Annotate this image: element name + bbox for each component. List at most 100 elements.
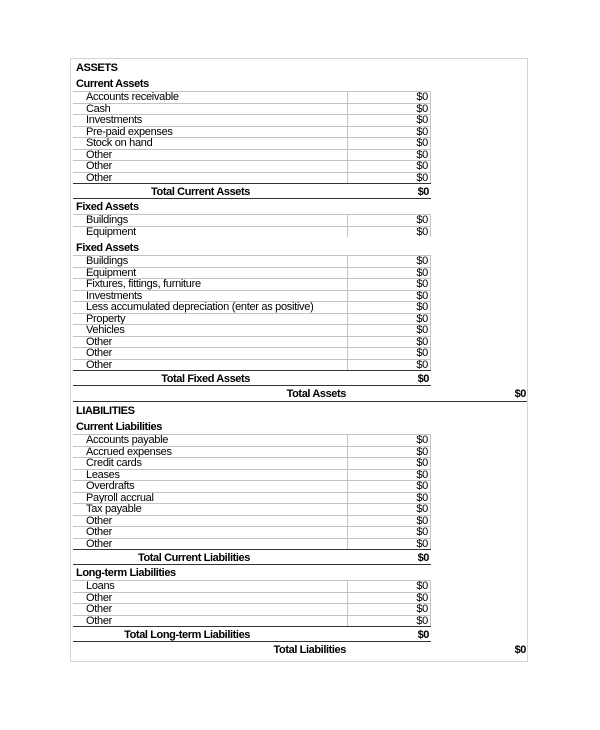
line-item-value-cell[interactable]: $0 xyxy=(348,514,431,526)
line-item-value-cell[interactable]: $0 xyxy=(348,457,431,469)
line-item-value-cell[interactable]: $0 xyxy=(348,591,431,603)
table-row: Other $0 xyxy=(73,603,527,615)
line-item-label: Other xyxy=(73,347,348,359)
line-item-label: Equipment xyxy=(73,225,348,237)
table-row: Credit cards $0 xyxy=(73,457,527,469)
line-item-value-cell[interactable]: $0 xyxy=(348,335,431,347)
subtotal-label: Total Current Assets xyxy=(151,186,250,198)
table-row: Other $0 xyxy=(73,171,527,183)
table-row: Cash $0 xyxy=(73,102,527,114)
line-item-label: Equipment xyxy=(73,266,348,278)
table-row: Stock on hand $0 xyxy=(73,137,527,149)
table-row: Tax payable $0 xyxy=(73,503,527,515)
line-item-value-cell[interactable]: $0 xyxy=(348,324,431,336)
section-heading: LIABILITIES xyxy=(73,402,527,419)
line-item-value-cell[interactable]: $0 xyxy=(348,580,431,592)
table-row: Overdrafts $0 xyxy=(73,480,527,492)
line-item-label: Other xyxy=(73,160,348,172)
line-item-label: Other xyxy=(73,148,348,160)
line-item-value-cell[interactable]: $0 xyxy=(348,491,431,503)
table-row: Other $0 xyxy=(73,160,527,172)
subsection-heading-label: Long-term Liabilities xyxy=(76,567,176,579)
subsection-heading: Fixed Assets xyxy=(73,199,527,214)
line-item-label: Fixtures, fittings, furniture xyxy=(73,278,348,290)
table-row: Equipment $0 xyxy=(73,225,527,237)
line-item-value-cell[interactable]: $0 xyxy=(348,603,431,615)
line-item-value-cell[interactable]: $0 xyxy=(348,266,431,278)
line-item-label: Other xyxy=(73,335,348,347)
table-row: Payroll accrual $0 xyxy=(73,491,527,503)
grand-total-label: Total Liabilities xyxy=(273,644,347,656)
subsection-heading-label: Current Liabilities xyxy=(76,421,162,433)
line-item-value-cell[interactable]: $0 xyxy=(348,160,431,172)
grand-total-label: Total Assets xyxy=(286,388,347,400)
table-row: Leases $0 xyxy=(73,468,527,480)
line-item-label: Other xyxy=(73,171,348,183)
line-item-value-cell[interactable]: $0 xyxy=(348,537,431,549)
subtotal-value: $0 xyxy=(417,186,430,198)
line-item-label: Other xyxy=(73,614,348,626)
subsection-heading-label: Fixed Assets xyxy=(76,201,139,213)
subtotal-value: $0 xyxy=(417,629,430,641)
line-item-label: Investments xyxy=(73,114,348,126)
subtotal-label: Total Current Liabilities xyxy=(137,552,250,564)
table-row: Less accumulated depreciation (enter as … xyxy=(73,301,527,313)
line-item-value-cell[interactable]: $0 xyxy=(348,255,431,267)
table-row: Buildings $0 xyxy=(73,214,527,226)
line-item-value-cell[interactable]: $0 xyxy=(348,468,431,480)
line-item-label: Credit cards xyxy=(73,457,348,469)
line-item-value-cell[interactable]: $0 xyxy=(348,125,431,137)
line-item-value-cell[interactable]: $0 xyxy=(348,289,431,301)
table-row: Loans $0 xyxy=(73,580,527,592)
table-row: Investments $0 xyxy=(73,114,527,126)
subtotal-label: Total Fixed Assets xyxy=(161,373,250,385)
line-item-value-cell[interactable]: $0 xyxy=(348,171,431,183)
subsection-heading-label: Current Assets xyxy=(76,78,149,90)
table-row: Property $0 xyxy=(73,312,527,324)
line-item-value-cell[interactable]: $0 xyxy=(348,91,431,103)
table-row: Other $0 xyxy=(73,526,527,538)
line-item-label: Other xyxy=(73,591,348,603)
line-item-value-cell[interactable]: $0 xyxy=(348,225,431,237)
line-item-value-cell[interactable]: $0 xyxy=(348,503,431,515)
subtotal-row: Total Current Liabilities $0 xyxy=(73,549,431,565)
line-item-value-cell[interactable]: $0 xyxy=(348,301,431,313)
line-item-value-cell[interactable]: $0 xyxy=(348,278,431,290)
line-item-value-cell[interactable]: $0 xyxy=(348,526,431,538)
line-item-label: Accrued expenses xyxy=(73,445,348,457)
line-item-value-cell[interactable]: $0 xyxy=(348,312,431,324)
line-item-value-cell[interactable]: $0 xyxy=(348,480,431,492)
line-item-label: Accounts receivable xyxy=(73,91,348,103)
table-row: Other $0 xyxy=(73,591,527,603)
subsection-heading: Current Assets xyxy=(73,76,527,91)
line-item-value-cell[interactable]: $0 xyxy=(348,445,431,457)
line-item-value-cell[interactable]: $0 xyxy=(348,102,431,114)
line-item-label: Less accumulated depreciation (enter as … xyxy=(73,301,348,313)
table-row: Fixtures, fittings, furniture $0 xyxy=(73,278,527,290)
line-item-value-cell[interactable]: $0 xyxy=(348,214,431,226)
subsection-heading-label: Fixed Assets xyxy=(76,242,139,254)
grand-total-value: $0 xyxy=(514,388,527,400)
line-item-value-cell[interactable]: $0 xyxy=(348,347,431,359)
table-row: Accounts payable $0 xyxy=(73,434,527,446)
table-row: Other $0 xyxy=(73,335,527,347)
balance-sheet: ASSETS Current Assets Accounts receivable $… xyxy=(70,58,528,662)
table-row: Vehicles $0 xyxy=(73,324,527,336)
line-item-value-cell[interactable]: $0 xyxy=(348,148,431,160)
line-item-label: Vehicles xyxy=(73,324,348,336)
line-item-value-cell[interactable]: $0 xyxy=(348,114,431,126)
line-item-value-cell[interactable]: $0 xyxy=(348,358,431,370)
line-item-label: Loans xyxy=(73,580,348,592)
line-item-value-cell[interactable]: $0 xyxy=(348,434,431,446)
line-item-label: Other xyxy=(73,514,348,526)
line-item-label: Investments xyxy=(73,289,348,301)
table-row: Accounts receivable $0 xyxy=(73,91,527,103)
line-item-label: Property xyxy=(73,312,348,324)
line-item-label: Other xyxy=(73,526,348,538)
line-item-value-cell[interactable]: $0 xyxy=(348,614,431,626)
line-item-label: Leases xyxy=(73,468,348,480)
subsection-heading: Current Liabilities xyxy=(73,419,527,434)
line-item-value-cell[interactable]: $0 xyxy=(348,137,431,149)
grand-total-row: Total Liabilities $0 xyxy=(73,642,527,658)
section-heading: ASSETS xyxy=(73,59,527,76)
